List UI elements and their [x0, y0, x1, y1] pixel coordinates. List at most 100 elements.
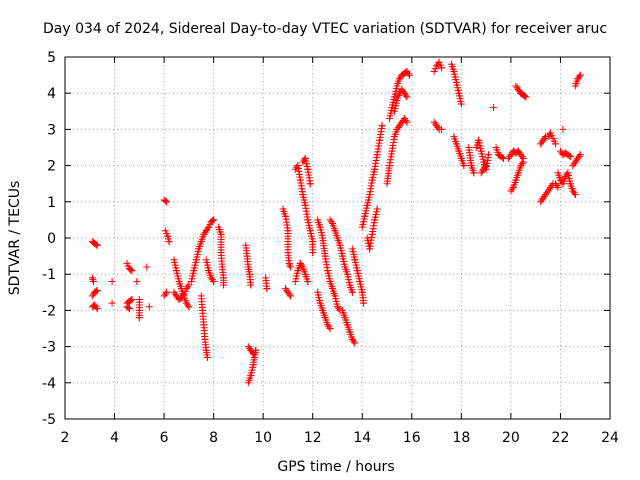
data-point	[249, 350, 257, 358]
data-point	[394, 124, 402, 132]
data-point	[220, 281, 228, 289]
data-point	[182, 299, 190, 307]
data-point	[553, 182, 561, 190]
data-point	[576, 151, 584, 159]
y-tick-label: -5	[42, 412, 56, 428]
data-point	[143, 263, 151, 271]
data-point	[326, 325, 334, 332]
data-point	[514, 86, 522, 94]
data-point	[207, 274, 215, 282]
data-point	[438, 125, 446, 133]
x-tick-label: 4	[110, 430, 119, 446]
data-point	[571, 158, 579, 166]
data-point	[185, 281, 193, 289]
data-point	[127, 266, 135, 274]
data-point	[91, 301, 99, 309]
data-point	[460, 162, 468, 170]
data-point	[545, 185, 553, 193]
y-tick-label: 1	[47, 195, 56, 211]
data-point	[485, 151, 493, 159]
data-point	[570, 160, 578, 168]
data-point	[544, 187, 552, 195]
data-point	[508, 185, 516, 193]
data-point	[552, 140, 559, 148]
data-point	[335, 305, 343, 313]
data-point	[210, 216, 218, 224]
data-point	[128, 267, 136, 275]
grid	[65, 57, 610, 419]
data-point	[185, 303, 193, 311]
data-point	[244, 343, 252, 351]
data-point	[490, 104, 498, 112]
data-point	[438, 64, 446, 72]
data-point	[203, 225, 211, 233]
data-point	[430, 118, 438, 126]
data-point	[285, 259, 293, 267]
y-tick-label: -4	[42, 376, 56, 392]
data-point	[128, 296, 136, 304]
data-point	[556, 147, 564, 155]
data-point	[405, 71, 413, 79]
data-point	[92, 303, 100, 311]
data-point	[89, 277, 97, 285]
data-point	[165, 238, 173, 246]
data-point	[360, 299, 368, 307]
data-point	[537, 198, 545, 206]
data-point	[397, 120, 405, 128]
data-point	[161, 290, 169, 298]
data-point	[514, 147, 522, 155]
data-point	[480, 165, 488, 173]
data-point	[88, 292, 96, 300]
data-point	[306, 180, 314, 188]
data-point	[92, 240, 100, 248]
data-point	[325, 323, 333, 331]
y-tick-label: 5	[47, 50, 56, 66]
data-point	[576, 71, 584, 79]
data-point	[506, 153, 514, 161]
data-point	[543, 189, 551, 197]
data-point	[522, 93, 530, 101]
data-point	[135, 314, 143, 322]
data-point	[247, 346, 255, 354]
data-point	[540, 134, 548, 142]
data-point	[208, 276, 216, 284]
data-point	[507, 187, 515, 195]
data-point	[434, 124, 442, 132]
data-point	[201, 229, 209, 237]
data-point	[507, 151, 515, 159]
data-point	[539, 194, 547, 202]
data-point	[171, 290, 179, 298]
data-point	[309, 248, 317, 256]
data-point	[163, 288, 171, 296]
data-point	[246, 344, 254, 352]
data-point	[393, 125, 401, 133]
data-point	[570, 189, 578, 197]
x-axis-label: GPS time / hours	[277, 459, 394, 475]
x-tick-label: 10	[254, 430, 272, 446]
data-point	[512, 82, 520, 90]
data-point	[504, 154, 512, 162]
data-point	[538, 196, 546, 204]
data-point	[400, 89, 408, 97]
data-point	[566, 153, 574, 161]
x-tick-label: 18	[452, 430, 470, 446]
data-point	[283, 286, 291, 294]
data-point	[574, 75, 582, 83]
data-point	[431, 120, 439, 128]
chart-title: Day 034 of 2024, Sidereal Day-to-day VTE…	[43, 21, 607, 37]
data-point	[539, 136, 547, 144]
data-point	[200, 230, 208, 238]
data-point	[348, 288, 356, 296]
data-point	[559, 125, 567, 133]
data-point	[556, 176, 564, 184]
data-point	[571, 191, 579, 199]
data-point	[498, 153, 506, 161]
x-tick-label: 24	[601, 430, 619, 446]
data-point	[350, 337, 358, 345]
data-point	[402, 91, 410, 99]
data-point	[518, 160, 526, 168]
data-point	[433, 122, 441, 130]
data-point	[554, 183, 562, 191]
data-point	[470, 169, 478, 177]
